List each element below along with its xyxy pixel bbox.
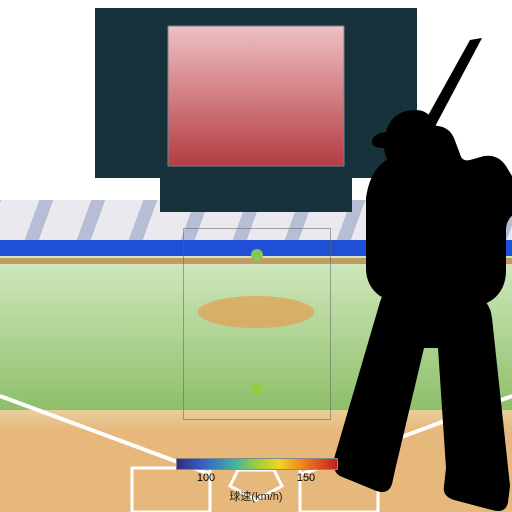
velocity-colorbar [176, 458, 338, 470]
pitch-location-chart: 100 150 球速(km/h) [0, 0, 512, 512]
pitch-marker [251, 249, 263, 261]
velocity-legend-title: 球速(km/h) [176, 488, 336, 504]
velocity-tick: 100 [197, 472, 215, 484]
pitch-marker [251, 383, 263, 395]
velocity-legend: 100 150 球速(km/h) [176, 458, 336, 504]
pitch-markers-layer [0, 0, 512, 512]
velocity-tick: 150 [297, 472, 315, 484]
velocity-tick-row: 100 150 [176, 472, 336, 486]
